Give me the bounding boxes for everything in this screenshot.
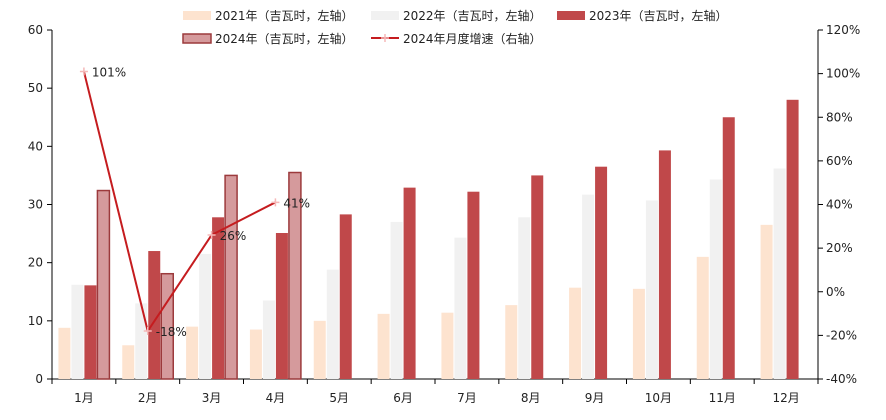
right-tick-label: 60% <box>826 154 853 168</box>
x-tick-label: 6月 <box>393 391 413 405</box>
axes: 0 10 20 30 40 50 60 -40% -20% 0% 20% 40% 60% 80% 100% 1… <box>28 23 861 405</box>
legend: 2021年（吉瓦时，左轴） 2022年（吉瓦时，左轴） 2023年（吉瓦时，左轴） 2… <box>182 8 728 46</box>
growth-data-label: 101% <box>92 65 126 79</box>
x-tick-label: 1月 <box>74 391 94 405</box>
x-tick-label: 8月 <box>521 391 541 405</box>
legend-swatch <box>557 11 585 20</box>
growth-point <box>271 198 280 207</box>
growth-data-label: 41% <box>283 196 310 210</box>
x-tick-label: 3月 <box>202 391 222 405</box>
left-tick-label: 10 <box>28 314 43 328</box>
bar <box>339 214 352 379</box>
left-tick-label: 20 <box>28 256 43 270</box>
legend-label: 2022年（吉瓦时，左轴） <box>403 8 542 23</box>
bar <box>505 305 518 379</box>
bar <box>441 312 454 379</box>
left-tick-label: 40 <box>28 139 43 153</box>
bar <box>569 287 582 379</box>
bar <box>313 320 326 379</box>
bar <box>288 171 302 380</box>
legend-swatch <box>183 11 211 20</box>
right-tick-label: -20% <box>826 328 857 342</box>
x-tick-label: 5月 <box>329 391 349 405</box>
x-tick-label: 7月 <box>457 391 477 405</box>
legend-swatch <box>371 11 399 20</box>
bar <box>658 150 671 379</box>
bar <box>249 329 262 379</box>
right-tick-label: -40% <box>826 372 857 386</box>
bar <box>224 174 238 380</box>
bar <box>760 224 773 379</box>
bar <box>595 166 608 379</box>
x-tick-label: 11月 <box>709 391 736 405</box>
bar <box>96 189 111 380</box>
bars <box>58 99 799 380</box>
legend-label: 2021年（吉瓦时，左轴） <box>215 8 354 23</box>
legend-swatch <box>182 33 212 44</box>
right-tick-label: 20% <box>826 241 853 255</box>
legend-marker <box>381 34 389 42</box>
bar <box>275 233 288 379</box>
left-tick-label: 0 <box>35 372 43 386</box>
bar <box>467 191 480 379</box>
bar <box>632 288 645 379</box>
bar <box>773 168 786 379</box>
bar <box>786 99 799 380</box>
growth-point <box>143 327 152 336</box>
left-tick-label: 30 <box>28 198 43 212</box>
growth-line-path <box>82 71 276 334</box>
x-tick-label: 12月 <box>772 391 799 405</box>
bar <box>531 175 544 379</box>
left-tick-label: 50 <box>28 81 43 95</box>
bar <box>135 303 148 379</box>
bar <box>262 300 275 379</box>
bar <box>696 256 709 379</box>
growth-data-label: 26% <box>220 229 247 243</box>
bar <box>722 117 735 379</box>
legend-label: 2023年（吉瓦时，左轴） <box>589 8 728 23</box>
legend-label: 2024年（吉瓦时，左轴） <box>215 31 354 46</box>
x-tick-label: 2月 <box>138 391 158 405</box>
bar <box>199 253 212 379</box>
bar <box>186 326 199 379</box>
right-tick-label: 100% <box>826 67 860 81</box>
bar <box>212 217 225 379</box>
bar <box>84 285 97 379</box>
bar <box>58 327 71 379</box>
right-tick-label: 120% <box>826 23 860 37</box>
right-tick-label: 0% <box>826 285 845 299</box>
bar <box>709 179 722 379</box>
bar <box>377 313 390 379</box>
bar <box>518 217 531 379</box>
right-tick-label: 80% <box>826 110 853 124</box>
x-tick-label: 10月 <box>645 391 672 405</box>
right-tick-label: 40% <box>826 198 853 212</box>
bar <box>645 200 658 379</box>
growth-line: 101% -18% 26% 41% <box>79 65 310 339</box>
growth-point <box>79 67 88 76</box>
growth-point <box>207 231 216 240</box>
bar <box>326 269 339 379</box>
growth-data-label: -18% <box>156 325 187 339</box>
bar <box>454 237 467 379</box>
legend-label: 2024年月度增速（右轴） <box>403 31 542 46</box>
bar <box>160 272 174 380</box>
bar <box>148 251 161 379</box>
left-tick-label: 60 <box>28 23 43 37</box>
bar <box>122 345 135 379</box>
x-tick-label: 9月 <box>585 391 605 405</box>
bar <box>71 284 84 379</box>
bar <box>582 194 595 379</box>
bar <box>403 187 416 379</box>
x-tick-label: 4月 <box>266 391 286 405</box>
bar <box>390 221 403 379</box>
